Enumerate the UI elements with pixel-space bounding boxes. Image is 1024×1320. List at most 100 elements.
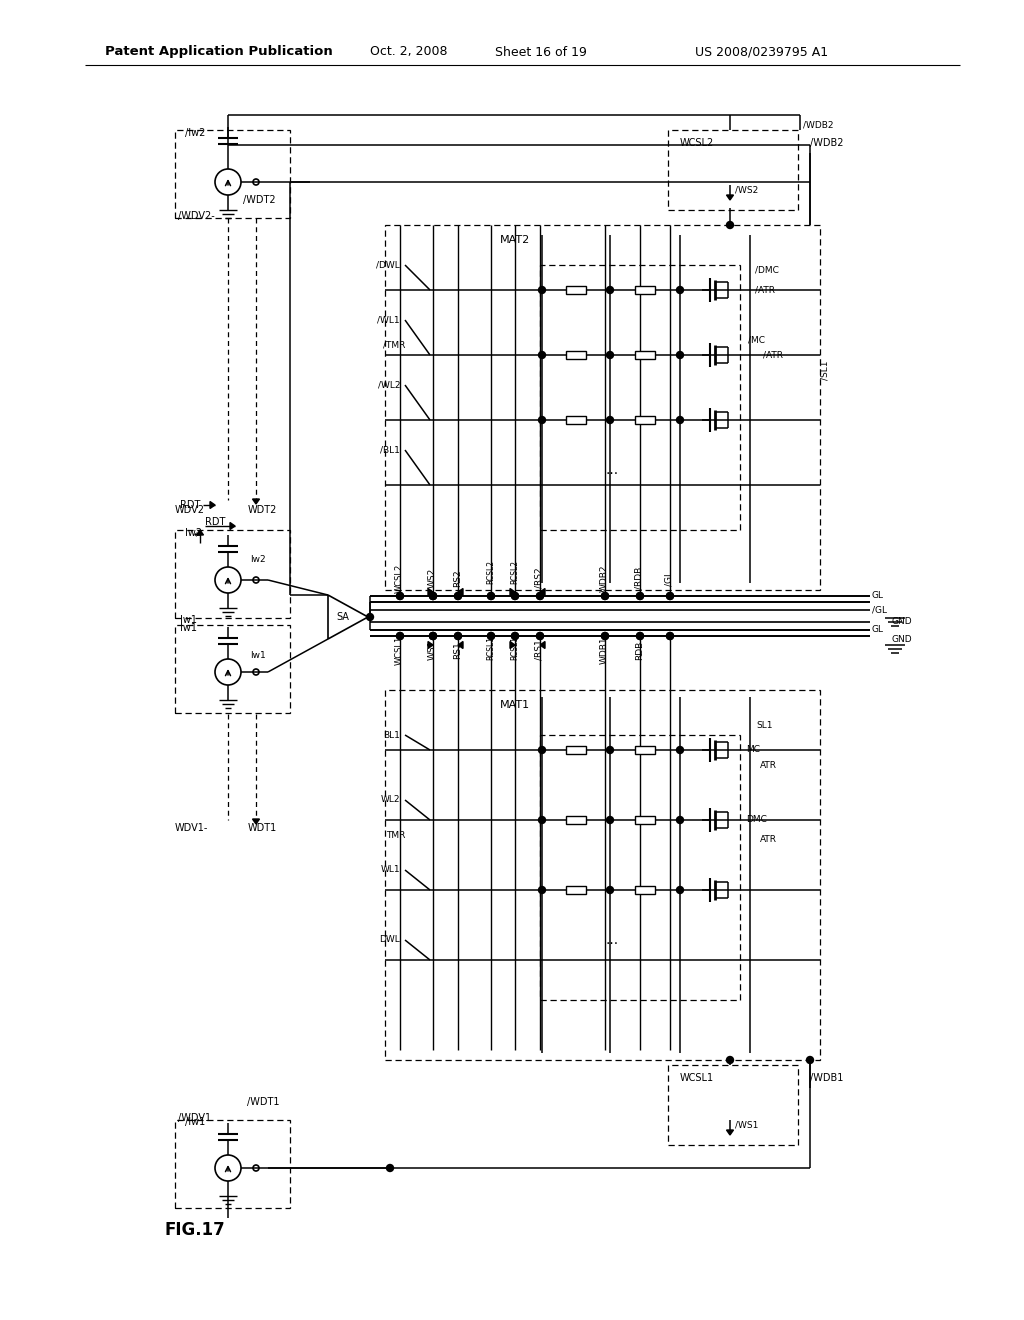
Text: /WDV2-: /WDV2- bbox=[178, 211, 215, 220]
Circle shape bbox=[726, 1056, 733, 1064]
Circle shape bbox=[429, 632, 436, 639]
Text: WCSL2: WCSL2 bbox=[395, 564, 404, 593]
Text: /WDB2: /WDB2 bbox=[810, 139, 844, 148]
Polygon shape bbox=[230, 523, 234, 529]
Bar bbox=[566, 286, 586, 294]
Text: DMC: DMC bbox=[746, 816, 767, 825]
Text: TMR: TMR bbox=[386, 830, 406, 840]
Polygon shape bbox=[428, 642, 433, 648]
Text: MAT2: MAT2 bbox=[500, 235, 530, 246]
Text: US 2008/0239795 A1: US 2008/0239795 A1 bbox=[695, 45, 828, 58]
Polygon shape bbox=[458, 642, 463, 648]
Circle shape bbox=[429, 632, 436, 639]
Text: ATR: ATR bbox=[760, 836, 777, 845]
Circle shape bbox=[487, 593, 495, 599]
Bar bbox=[566, 416, 586, 424]
Bar bbox=[635, 351, 655, 359]
Bar bbox=[385, 224, 820, 590]
Circle shape bbox=[601, 593, 608, 599]
Text: /SL1: /SL1 bbox=[820, 360, 829, 380]
Polygon shape bbox=[428, 589, 433, 595]
Circle shape bbox=[512, 632, 518, 639]
Circle shape bbox=[512, 632, 518, 639]
Text: /ATR: /ATR bbox=[755, 285, 775, 294]
Text: /WS1: /WS1 bbox=[735, 1121, 759, 1130]
Circle shape bbox=[455, 632, 462, 639]
Bar bbox=[635, 746, 655, 754]
Polygon shape bbox=[328, 595, 368, 639]
Circle shape bbox=[807, 1056, 813, 1064]
Circle shape bbox=[429, 593, 436, 599]
Circle shape bbox=[455, 593, 462, 599]
Circle shape bbox=[539, 286, 546, 293]
Circle shape bbox=[677, 286, 683, 293]
Circle shape bbox=[606, 747, 613, 754]
Circle shape bbox=[455, 593, 462, 599]
Bar bbox=[635, 816, 655, 824]
Text: GND: GND bbox=[892, 618, 912, 627]
Circle shape bbox=[429, 593, 436, 599]
Text: /BL1: /BL1 bbox=[380, 446, 400, 454]
Bar bbox=[175, 624, 290, 713]
Text: Patent Application Publication: Patent Application Publication bbox=[105, 45, 333, 58]
Text: RS1: RS1 bbox=[453, 642, 462, 659]
Polygon shape bbox=[510, 589, 515, 595]
Bar bbox=[540, 735, 740, 1001]
Text: RCSL1: RCSL1 bbox=[486, 636, 495, 660]
Text: RS2: RS2 bbox=[453, 569, 462, 587]
Bar bbox=[566, 886, 586, 894]
Text: /WDT2: /WDT2 bbox=[243, 195, 275, 205]
Text: ...: ... bbox=[605, 933, 618, 946]
Text: WS2: WS2 bbox=[428, 568, 437, 589]
Text: FIG.17: FIG.17 bbox=[165, 1221, 225, 1239]
Polygon shape bbox=[726, 195, 733, 201]
Polygon shape bbox=[540, 589, 545, 595]
Text: WCSL1: WCSL1 bbox=[395, 635, 404, 665]
Text: /WDB1: /WDB1 bbox=[810, 1073, 844, 1082]
Text: $\leftarrow$: $\leftarrow$ bbox=[193, 529, 204, 539]
Circle shape bbox=[637, 593, 643, 599]
Text: /RS1: /RS1 bbox=[535, 640, 544, 660]
Circle shape bbox=[455, 632, 462, 639]
Text: /TMR: /TMR bbox=[383, 341, 406, 350]
Text: Iw1: Iw1 bbox=[180, 615, 197, 624]
Text: /WS2: /WS2 bbox=[735, 186, 758, 194]
Circle shape bbox=[667, 593, 674, 599]
Text: /WDV1: /WDV1 bbox=[178, 1113, 211, 1123]
Circle shape bbox=[429, 632, 436, 639]
Circle shape bbox=[539, 887, 546, 894]
Circle shape bbox=[637, 593, 643, 599]
Text: /MC: /MC bbox=[748, 335, 765, 345]
Text: GL: GL bbox=[872, 591, 884, 601]
Bar bbox=[566, 351, 586, 359]
Text: Sheet 16 of 19: Sheet 16 of 19 bbox=[495, 45, 587, 58]
Bar bbox=[668, 1065, 798, 1144]
Text: RDB: RDB bbox=[635, 640, 644, 660]
Circle shape bbox=[512, 593, 518, 599]
Text: /RDB: /RDB bbox=[635, 566, 644, 589]
Circle shape bbox=[606, 887, 613, 894]
Bar bbox=[175, 129, 290, 218]
Circle shape bbox=[677, 417, 683, 424]
Polygon shape bbox=[540, 642, 545, 648]
Circle shape bbox=[601, 632, 608, 639]
Text: ATR: ATR bbox=[760, 760, 777, 770]
Circle shape bbox=[537, 632, 544, 639]
Text: Oct. 2, 2008: Oct. 2, 2008 bbox=[370, 45, 447, 58]
Bar bbox=[635, 286, 655, 294]
Text: GND: GND bbox=[892, 635, 912, 644]
Text: WCSL2: WCSL2 bbox=[680, 139, 715, 148]
Bar bbox=[668, 129, 798, 210]
Circle shape bbox=[429, 593, 436, 599]
Text: Iw1: Iw1 bbox=[180, 623, 197, 634]
Circle shape bbox=[637, 632, 643, 639]
Circle shape bbox=[606, 817, 613, 824]
Bar bbox=[566, 746, 586, 754]
Bar bbox=[635, 416, 655, 424]
Bar bbox=[175, 1119, 290, 1208]
Circle shape bbox=[512, 593, 518, 599]
Bar bbox=[540, 265, 740, 531]
Circle shape bbox=[726, 222, 733, 228]
Circle shape bbox=[601, 632, 608, 639]
Circle shape bbox=[606, 417, 613, 424]
